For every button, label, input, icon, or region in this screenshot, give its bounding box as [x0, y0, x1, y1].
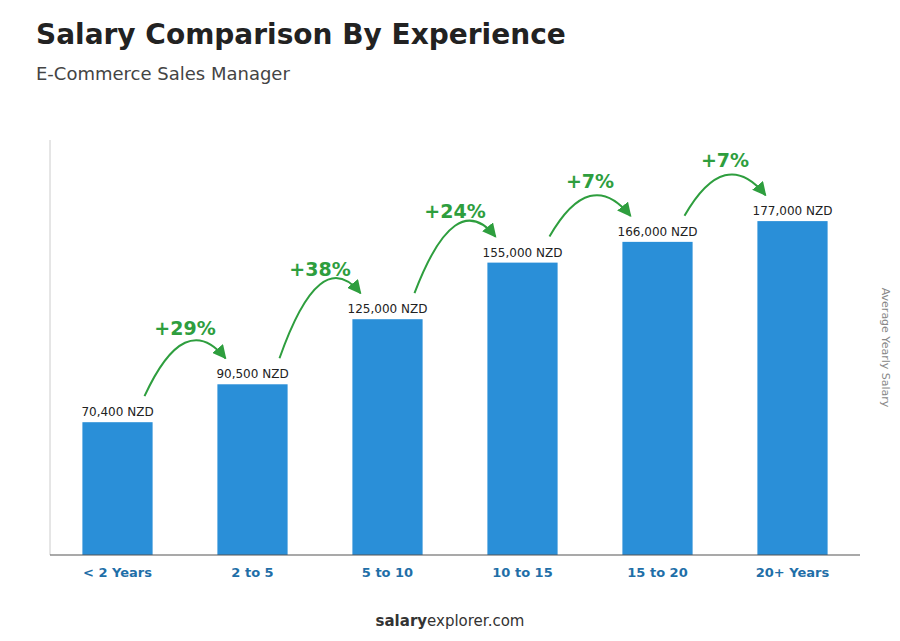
- bar: [82, 422, 152, 555]
- change-arrow: [415, 221, 496, 294]
- data-label: 177,000 NZD: [753, 204, 833, 218]
- bar: [352, 319, 422, 555]
- change-arrow: [685, 174, 766, 215]
- change-label: +29%: [154, 317, 215, 339]
- change-label: +24%: [424, 200, 485, 222]
- bar: [217, 384, 287, 555]
- x-tick-label: 15 to 20: [627, 565, 687, 580]
- x-tick-label: 10 to 15: [492, 565, 552, 580]
- bars: [82, 221, 827, 555]
- change-label: +7%: [701, 149, 749, 171]
- x-tick-label: 20+ Years: [756, 565, 830, 580]
- change-label: +7%: [566, 170, 614, 192]
- data-label: 125,000 NZD: [348, 302, 428, 316]
- watermark: salaryexplorer.com: [376, 612, 525, 630]
- x-axis-line: [50, 554, 860, 555]
- bar: [622, 242, 692, 555]
- data-label: 155,000 NZD: [483, 246, 563, 260]
- watermark-part: salary: [376, 612, 428, 630]
- watermark-part: explorer.com: [427, 612, 524, 630]
- chart-container: Salary Comparison By Experience E-Commerc…: [0, 0, 900, 641]
- data-label: 90,500 NZD: [216, 367, 288, 381]
- change-arrow: [145, 340, 226, 396]
- y-axis-label: Average Yearly Salary: [879, 288, 892, 408]
- change-label: +38%: [289, 258, 350, 280]
- x-tick-label: 5 to 10: [362, 565, 413, 580]
- subtitle: E-Commerce Sales Manager: [36, 63, 290, 84]
- y-axis-line: [50, 140, 51, 555]
- title: Salary Comparison By Experience: [36, 18, 566, 51]
- bar: [487, 263, 557, 555]
- x-tick-label: < 2 Years: [83, 565, 152, 580]
- change-arrow: [280, 278, 361, 358]
- chart-svg: Salary Comparison By Experience E-Commerc…: [0, 0, 900, 641]
- x-tick-label: 2 to 5: [231, 565, 273, 580]
- data-label: 70,400 NZD: [81, 405, 153, 419]
- change-arrow: [550, 195, 631, 236]
- bar: [757, 221, 827, 555]
- data-label: 166,000 NZD: [618, 225, 698, 239]
